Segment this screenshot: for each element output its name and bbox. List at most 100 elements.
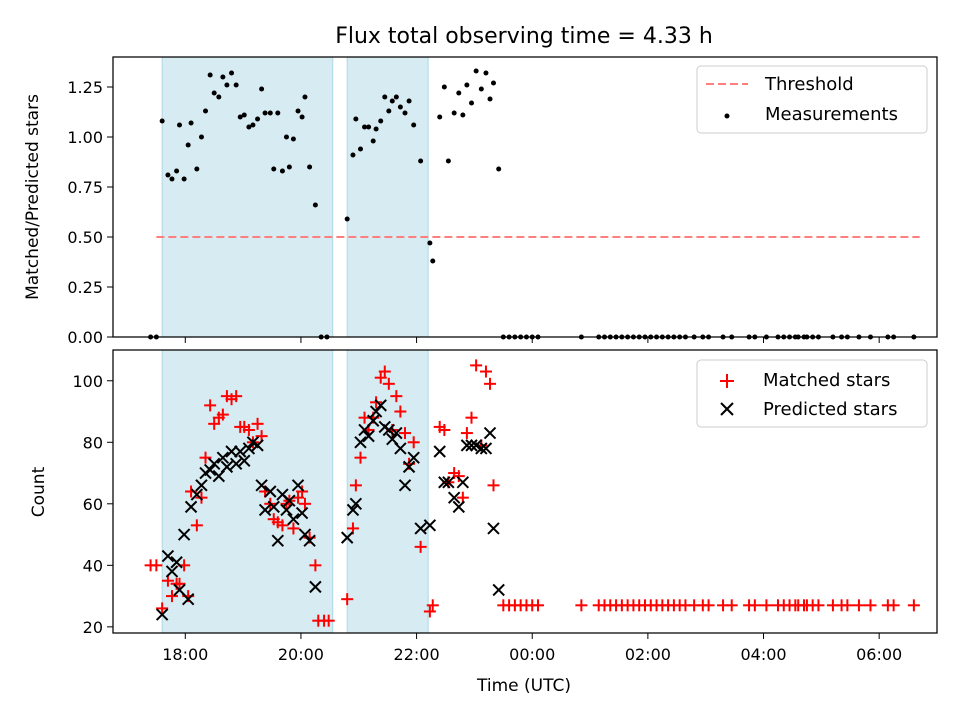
predicted-stars-point [238,454,251,467]
predicted-stars-point [340,531,354,544]
x-tick-label: 02:00 [625,645,671,664]
matched-stars-point [298,497,311,510]
measurement-point [216,94,222,100]
measurement-point [302,94,308,100]
x-stroke-b [367,414,380,427]
predicted-stars-point [291,479,305,492]
observing-window-band [161,56,334,338]
measurement-point [370,138,376,144]
predicted-stars-point [161,549,175,563]
measurement-point [185,142,191,148]
measurement-point [487,96,493,102]
measurement-point [382,94,388,100]
bottom-axes-frame [112,349,938,634]
y-tick-label: 0.00 [67,328,103,347]
x-stroke-b [369,405,383,418]
top-legend-box [696,65,928,134]
matched-stars-point [173,577,186,590]
measurement-point [456,90,462,96]
predicted-stars-point [398,479,412,492]
matched-stars-point [470,359,483,372]
bottom-y-axis: 20 40 60 80 100 [72,372,113,637]
predicted-stars-point [181,592,195,606]
measurement-point [397,104,403,110]
measurement-point [490,80,496,86]
measurement-point [473,68,479,74]
measurement-point [229,70,235,76]
x-stroke-b [390,426,403,440]
measurement-point [194,166,200,172]
measurement-point [174,168,180,174]
x-tick-label: 20:00 [278,645,324,664]
matched-stars-point [341,593,354,606]
x-stroke-b [267,500,280,514]
matched-stars-point [276,519,289,532]
x-stroke-b [295,506,309,520]
predicted-stars-point [414,522,427,535]
matched-stars-point [382,377,395,390]
predicted-stars-point [407,451,420,464]
predicted-stars-point [303,534,316,547]
matched-stars-point [438,423,451,436]
predicted-stars-point [447,491,461,504]
measurement-point [496,166,502,172]
x-stroke-b [452,500,465,514]
predicted-stars-point [309,580,322,594]
y-tick-label: 40 [83,556,103,575]
predicted-stars-point [475,442,488,455]
x-tick-label: 22:00 [394,645,440,664]
x-stroke-b [309,580,322,594]
top-axes-frame [112,56,938,338]
x-tick-label: 06:00 [856,645,902,664]
x-stroke-b [271,534,285,547]
x-stroke-b [423,519,437,532]
count-panel: 20 40 60 80 100 18:00 20:00 22:00 00:00 02:00 04:… [29,349,938,664]
top-x-axis [184,337,880,343]
measurement-point [299,114,305,120]
x-stroke-b [255,479,268,492]
predicted-stars-point [251,439,264,452]
x-stroke-b [460,439,474,452]
x-stroke-b [195,479,208,492]
x-stroke-b [442,476,455,489]
measurement-point [307,164,313,170]
matched-stars-point [907,599,920,612]
predicted-stars-point [258,503,272,517]
predicted-stars-point [349,497,363,511]
x-stroke-b [161,549,175,563]
predicted-stars-point [369,405,383,418]
chart-title: Flux total observing time = 4.33 h [335,24,713,49]
x-stroke-b [184,500,198,514]
predicted-stars-point [460,439,474,452]
measurement-point [402,110,408,116]
predicted-stars-point [234,445,247,458]
measurement-point [478,86,484,92]
predicted-stars-point [255,479,268,492]
predicted-stars-point [170,556,183,569]
measurement-point [198,134,204,140]
measurement-point [286,164,292,170]
x-stroke-b [469,439,483,452]
measurement-point [464,82,470,88]
matched-stars-point [532,599,545,612]
matched-stars-point [423,605,436,618]
x-stroke-b [298,528,312,541]
measurement-point [483,70,489,76]
measurement-point [220,74,226,80]
measurement-point [378,118,384,124]
predicted-stars-point [487,522,500,535]
x-axis-label: Time (UTC) [476,676,571,696]
measurement-point [373,126,379,132]
legend-predicted-label: Predicted stars [763,399,897,420]
x-stroke-b [283,494,296,507]
legend-predicted-swatch [720,402,734,416]
observing-window-band [346,56,429,338]
predicted-stars-point [374,399,387,412]
y-tick-label: 1.25 [67,78,103,97]
measurement-point [233,82,239,88]
matched-stars-point [760,599,773,612]
matched-stars-point [292,491,305,504]
predicted-stars-point [465,439,478,452]
matched-stars-point [354,451,367,464]
x-stroke-b [374,399,387,412]
